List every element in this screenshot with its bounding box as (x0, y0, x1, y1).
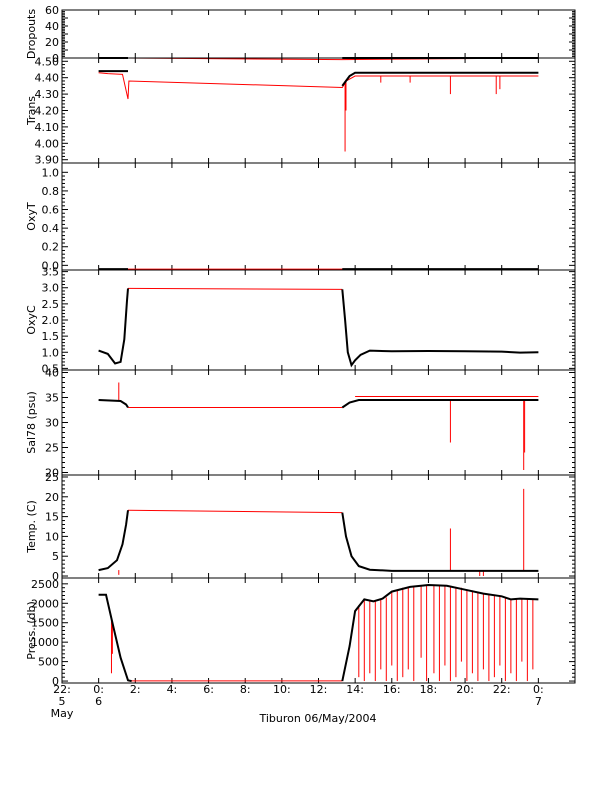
y-tick-label: 60 (45, 4, 59, 17)
qc-series-line (98, 593, 132, 683)
x-tick-label: 0: (93, 683, 104, 696)
y-tick-label: 4.00 (35, 137, 60, 150)
y-tick-label: 0.5 (42, 362, 60, 375)
x-tick-label: 10: (273, 683, 291, 696)
y-axis-label: OxyC (25, 305, 38, 335)
raw-series-line (127, 509, 343, 514)
y-tick-label: 500 (38, 656, 59, 669)
y-tick-label: 4.10 (35, 121, 60, 134)
y-tick-label: 2000 (31, 597, 59, 610)
y-tick-label: 1.0 (42, 166, 60, 179)
y-tick-label: 20 (45, 491, 59, 504)
y-tick-label: 0 (52, 52, 59, 65)
x-tick-label: 7 (535, 695, 542, 708)
y-tick-label: 2.5 (42, 298, 60, 311)
y-axis-label: Dropouts (25, 9, 38, 59)
y-axis-label: Trans (25, 96, 38, 126)
panel-frame (61, 269, 576, 371)
panel-trans: 3.90 4.00 4.10 4.20 4.30 4.40 4.50 Trans (25, 55, 576, 167)
y-tick-label: 30 (45, 417, 59, 430)
x-tick-label: 6 (95, 695, 102, 708)
qc-series-line (341, 583, 539, 682)
x-tick-label: 18: (420, 683, 438, 696)
panel-frame (61, 369, 576, 476)
y-tick-label: 4.50 (35, 55, 60, 68)
x-tick-label: 16: (383, 683, 401, 696)
y-tick-label: 20 (45, 467, 59, 480)
x-tick-label: 6: (203, 683, 214, 696)
y-tick-label: 0.2 (42, 241, 60, 254)
qc-series-line (98, 399, 129, 409)
raw-series-line (98, 72, 539, 100)
y-tick-label: 0.4 (42, 222, 60, 235)
x-tick-label: 2: (130, 683, 141, 696)
y-tick-label: 1500 (31, 617, 59, 630)
y-axis-label: Temp. (C) (25, 500, 38, 554)
y-tick-label: 20 (45, 36, 59, 49)
y-tick-label: 1.0 (42, 346, 60, 359)
qc-series-line (98, 510, 129, 572)
panel-temp: 0 5 10 15 20 25 Temp. (C) (25, 471, 576, 583)
x-tick-label: 22: (493, 683, 511, 696)
chart-panels: 0 20 40 60 Dropouts 3.90 4.00 4.10 4.20 4.30 4.40 4… (25, 4, 576, 688)
panel-oxyt: 0.0 0.2 0.4 0.6 0.8 1.0 OxyT (25, 162, 576, 272)
x-tick-label: 8: (240, 683, 251, 696)
y-tick-label: 0 (52, 675, 59, 688)
x-tick-label: May (51, 707, 74, 720)
y-tick-label: 3.90 (35, 154, 60, 167)
y-tick-label: 0.6 (42, 204, 60, 217)
y-axis-label: OxyT (25, 202, 38, 231)
x-tick-label: 12: (310, 683, 328, 696)
y-tick-label: 25 (45, 471, 59, 484)
y-axis-label: Sal78 (psu) (25, 391, 38, 454)
y-tick-label: 2.0 (42, 314, 60, 327)
x-tick-label: 0: (533, 683, 544, 696)
y-tick-label: 1.5 (42, 330, 60, 343)
panel-oxyc: 0.5 1.0 1.5 2.0 2.5 3.0 3.5 OxyC (25, 266, 576, 375)
y-tick-label: 2500 (31, 578, 59, 591)
y-tick-label: 4.30 (35, 88, 60, 101)
qc-series-line (341, 399, 539, 409)
y-tick-label: 10 (45, 530, 59, 543)
y-tick-label: 0.0 (42, 259, 60, 272)
y-tick-label: 3.5 (42, 266, 60, 279)
y-tick-label: 4.40 (35, 72, 60, 85)
x-tick-label: 20: (456, 683, 474, 696)
panel-press: 0 500 1000 1500 2000 2500 Press. (db) (25, 577, 576, 688)
y-tick-label: 35 (45, 392, 59, 405)
y-tick-label: 40 (45, 20, 59, 33)
y-tick-label: 3.0 (42, 282, 60, 295)
qc-series-line (341, 512, 539, 572)
y-tick-label: 15 (45, 511, 59, 524)
qc-series-line (98, 288, 129, 365)
raw-series-line (127, 287, 343, 290)
y-tick-label: 25 (45, 442, 59, 455)
panel-sal: 20 25 30 35 40 Sal78 (psu) (25, 367, 576, 480)
y-tick-label: 40 (45, 367, 59, 380)
panel-frame (61, 162, 576, 271)
y-tick-label: 4.20 (35, 105, 60, 118)
y-axis-label: Press. (db) (25, 601, 38, 660)
qc-series-line (341, 71, 539, 87)
x-tick-label: 4: (167, 683, 178, 696)
qc-series-line (341, 289, 539, 368)
x-tick-label: 22: (53, 683, 71, 696)
chart-caption: Tiburon 06/May/2004 (258, 712, 376, 725)
y-tick-label: 0.8 (42, 185, 60, 198)
y-tick-label: 0 (52, 570, 59, 583)
panel-frame (61, 474, 576, 579)
panel-frame (61, 577, 576, 684)
x-tick-label: 5 (59, 695, 66, 708)
y-tick-label: 1000 (31, 636, 59, 649)
panel-frame (61, 9, 576, 59)
y-tick-label: 5 (52, 550, 59, 563)
panel-dropouts: 0 20 40 60 Dropouts (25, 4, 576, 65)
x-tick-label: 14: (346, 683, 364, 696)
